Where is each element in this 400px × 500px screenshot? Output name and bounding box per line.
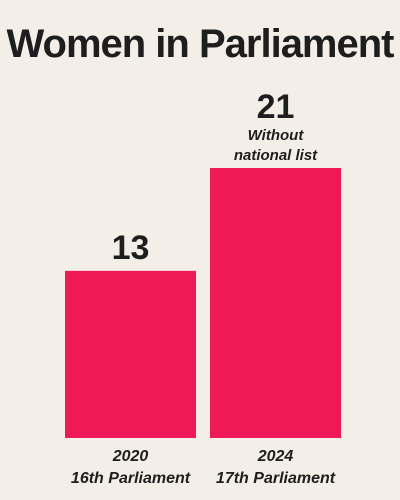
category-year-label: 2020 xyxy=(112,448,149,465)
bar-2020 xyxy=(65,270,196,438)
bar-2024 xyxy=(210,168,341,438)
category-name-label: 16th Parliament xyxy=(71,470,191,487)
bar-annotation-line: Without xyxy=(248,127,305,144)
category-name-label: 17th Parliament xyxy=(216,470,336,487)
value-label-2020: 13 xyxy=(112,229,150,267)
category-year-label: 2024 xyxy=(257,448,294,465)
value-label-2024: 21 xyxy=(257,88,295,126)
chart-title: Women in Parliament xyxy=(6,22,394,66)
bar-annotation-line: national list xyxy=(234,147,318,164)
